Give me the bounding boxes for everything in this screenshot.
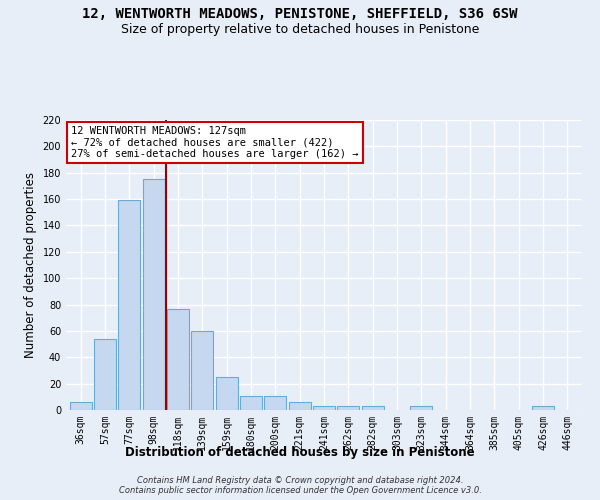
Bar	[240, 396, 262, 410]
Bar	[167, 308, 189, 410]
Text: Distribution of detached houses by size in Penistone: Distribution of detached houses by size …	[125, 446, 475, 459]
Bar	[94, 339, 116, 410]
Y-axis label: Number of detached properties: Number of detached properties	[24, 172, 37, 358]
Bar	[70, 402, 92, 410]
Bar	[313, 406, 335, 410]
Bar	[118, 200, 140, 410]
Text: 12, WENTWORTH MEADOWS, PENISTONE, SHEFFIELD, S36 6SW: 12, WENTWORTH MEADOWS, PENISTONE, SHEFFI…	[82, 8, 518, 22]
Bar	[410, 406, 433, 410]
Bar	[143, 180, 164, 410]
Bar	[265, 396, 286, 410]
Bar	[337, 406, 359, 410]
Text: Size of property relative to detached houses in Penistone: Size of property relative to detached ho…	[121, 22, 479, 36]
Text: Contains HM Land Registry data © Crown copyright and database right 2024.
Contai: Contains HM Land Registry data © Crown c…	[119, 476, 481, 495]
Bar	[215, 377, 238, 410]
Bar	[362, 406, 383, 410]
Bar	[289, 402, 311, 410]
Bar	[191, 331, 213, 410]
Text: 12 WENTWORTH MEADOWS: 127sqm
← 72% of detached houses are smaller (422)
27% of s: 12 WENTWORTH MEADOWS: 127sqm ← 72% of de…	[71, 126, 359, 159]
Bar	[532, 406, 554, 410]
